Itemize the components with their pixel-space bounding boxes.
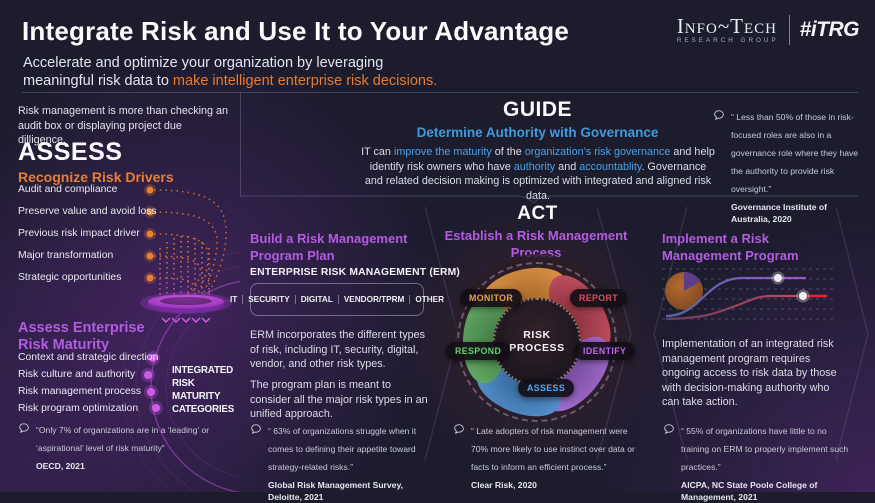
list-item: Audit and compliance xyxy=(18,184,118,195)
list-item: Previous risk impact driver xyxy=(18,228,140,239)
list-item: Preserve value and avoid loss xyxy=(18,206,157,217)
erm-type: IT xyxy=(230,295,238,304)
funnel-drop-lines xyxy=(159,236,210,298)
report-label: REPORT xyxy=(570,289,628,307)
implementation-paragraph: Implementation of an integrated risk man… xyxy=(662,338,837,408)
quote-text: “ Less than 50% of those in risk-focused… xyxy=(731,112,859,194)
risk-drivers-list: Audit and compliance Preserve value and … xyxy=(18,179,157,289)
guide-body: IT can improve the maturity of the organ… xyxy=(361,146,715,202)
speech-bubble-icon xyxy=(713,107,725,225)
guide-heading: GUIDE xyxy=(502,98,572,121)
speech-bubble-icon xyxy=(453,421,465,492)
maturity-items-list: Context and strategic direction Risk cul… xyxy=(18,349,158,417)
speech-bubble-icon xyxy=(250,421,262,503)
info-tech-wordmark: Info~Tech RESEARCH GROUP xyxy=(676,14,779,45)
monitor-label: MONITOR xyxy=(460,289,523,307)
page-title: Integrate Risk and Use It to Your Advant… xyxy=(22,16,570,46)
quote-clear-risk: “ Late adopters of risk management were … xyxy=(453,421,641,492)
list-item: Risk culture and authority xyxy=(18,369,136,380)
header-divider xyxy=(22,92,858,93)
quote-oecd: “Only 7% of organizations are in a ‘lead… xyxy=(18,420,218,473)
respond-label: RESPOND xyxy=(446,342,511,360)
assess-heading: ASSESS xyxy=(18,138,123,166)
quote-source: Governance Institute of Australia, 2020 xyxy=(731,202,827,224)
erm-type: SECURITY xyxy=(242,295,294,304)
maturity-categories-label: INTEGRATED RISK MATURITY CATEGORIES xyxy=(172,365,235,415)
quote-deloitte: “ 63% of organizations struggle when it … xyxy=(250,421,438,503)
assess-maturity-heading: Assess Enterprise Risk Maturity xyxy=(18,320,145,353)
identify-label: IDENTIFY xyxy=(574,342,636,360)
quote-text: “ 55% of organizations have little to no… xyxy=(681,426,849,472)
info-tech-logo: Info~Tech RESEARCH GROUP #iTRG xyxy=(676,14,860,45)
list-item: Major transformation xyxy=(18,250,114,261)
erm-risk-types-box: IT SECURITY DIGITAL VENDOR/TPRM OTHER xyxy=(230,283,444,316)
act-heading: ACT xyxy=(517,203,558,224)
subtitle-highlight: make intelligent enterprise risk decisio… xyxy=(172,73,438,89)
list-item: Risk program optimization xyxy=(18,403,139,414)
funnel-disc xyxy=(140,292,232,314)
quote-text: “ 63% of organizations struggle when it … xyxy=(268,426,417,472)
quote-governance-institute: “ Less than 50% of those in risk-focused… xyxy=(713,107,863,225)
quote-text: “ Late adopters of risk management were … xyxy=(471,426,635,472)
erm-label: ENTERPRISE RISK MANAGEMENT (ERM) xyxy=(250,267,461,278)
speech-bubble-icon xyxy=(18,420,30,473)
risk-process-diagram: RISK PROCESS MONITOR REPORT IDENTIFY ASS… xyxy=(446,254,636,430)
adoption-curve-bottom xyxy=(665,294,798,321)
risk-process-core: RISK PROCESS xyxy=(493,298,581,386)
itrg-badge: #iTRG xyxy=(799,18,860,41)
erm-paragraph-1: ERM incorporates the different types of … xyxy=(250,329,426,370)
subtitle-line1: Accelerate and optimize your organizatio… xyxy=(23,55,384,71)
intro-statement: Risk management is more than checking an… xyxy=(18,105,229,146)
logo-divider xyxy=(788,15,790,45)
left-column-divider xyxy=(240,92,241,196)
implement-program-heading: Implement a Risk Management Program xyxy=(662,231,799,263)
list-item: Context and strategic direction xyxy=(18,352,159,363)
quote-source: Clear Risk, 2020 xyxy=(471,480,537,490)
erm-type: OTHER xyxy=(409,295,449,304)
driver-flow-lines xyxy=(153,189,227,299)
erm-type: VENDOR/TPRM xyxy=(337,295,410,304)
build-program-plan-heading: Build a Risk Management Program Plan xyxy=(250,231,408,263)
erm-paragraph-2: The program plan is meant to consider al… xyxy=(250,379,428,420)
quote-aicpa: “ 55% of organizations have little to no… xyxy=(663,421,851,503)
quote-text: “Only 7% of organizations are in a ‘lead… xyxy=(36,425,210,453)
infographic-canvas: { "colors": { "background": "#1c1c2d", "… xyxy=(0,0,875,492)
adoption-curve-top xyxy=(665,276,806,318)
pie-chart-icon xyxy=(665,271,703,310)
list-item: Strategic opportunities xyxy=(18,272,122,283)
guide-subheading: Determine Authority with Governance xyxy=(416,125,659,140)
list-item: Risk management process xyxy=(18,386,142,397)
erm-type: DIGITAL xyxy=(294,295,338,304)
subtitle-line2: meaningful risk data to xyxy=(23,73,173,89)
recognize-risk-drivers-heading: Recognize Risk Drivers xyxy=(18,169,174,185)
page-subtitle: Accelerate and optimize your organizatio… xyxy=(23,54,437,90)
speech-bubble-icon xyxy=(663,421,675,503)
curve-endpoint-dots xyxy=(771,271,810,303)
quote-source: OECD, 2021 xyxy=(36,461,85,471)
assess-label: ASSESS xyxy=(518,379,575,397)
implementation-curves-chart xyxy=(662,268,836,321)
